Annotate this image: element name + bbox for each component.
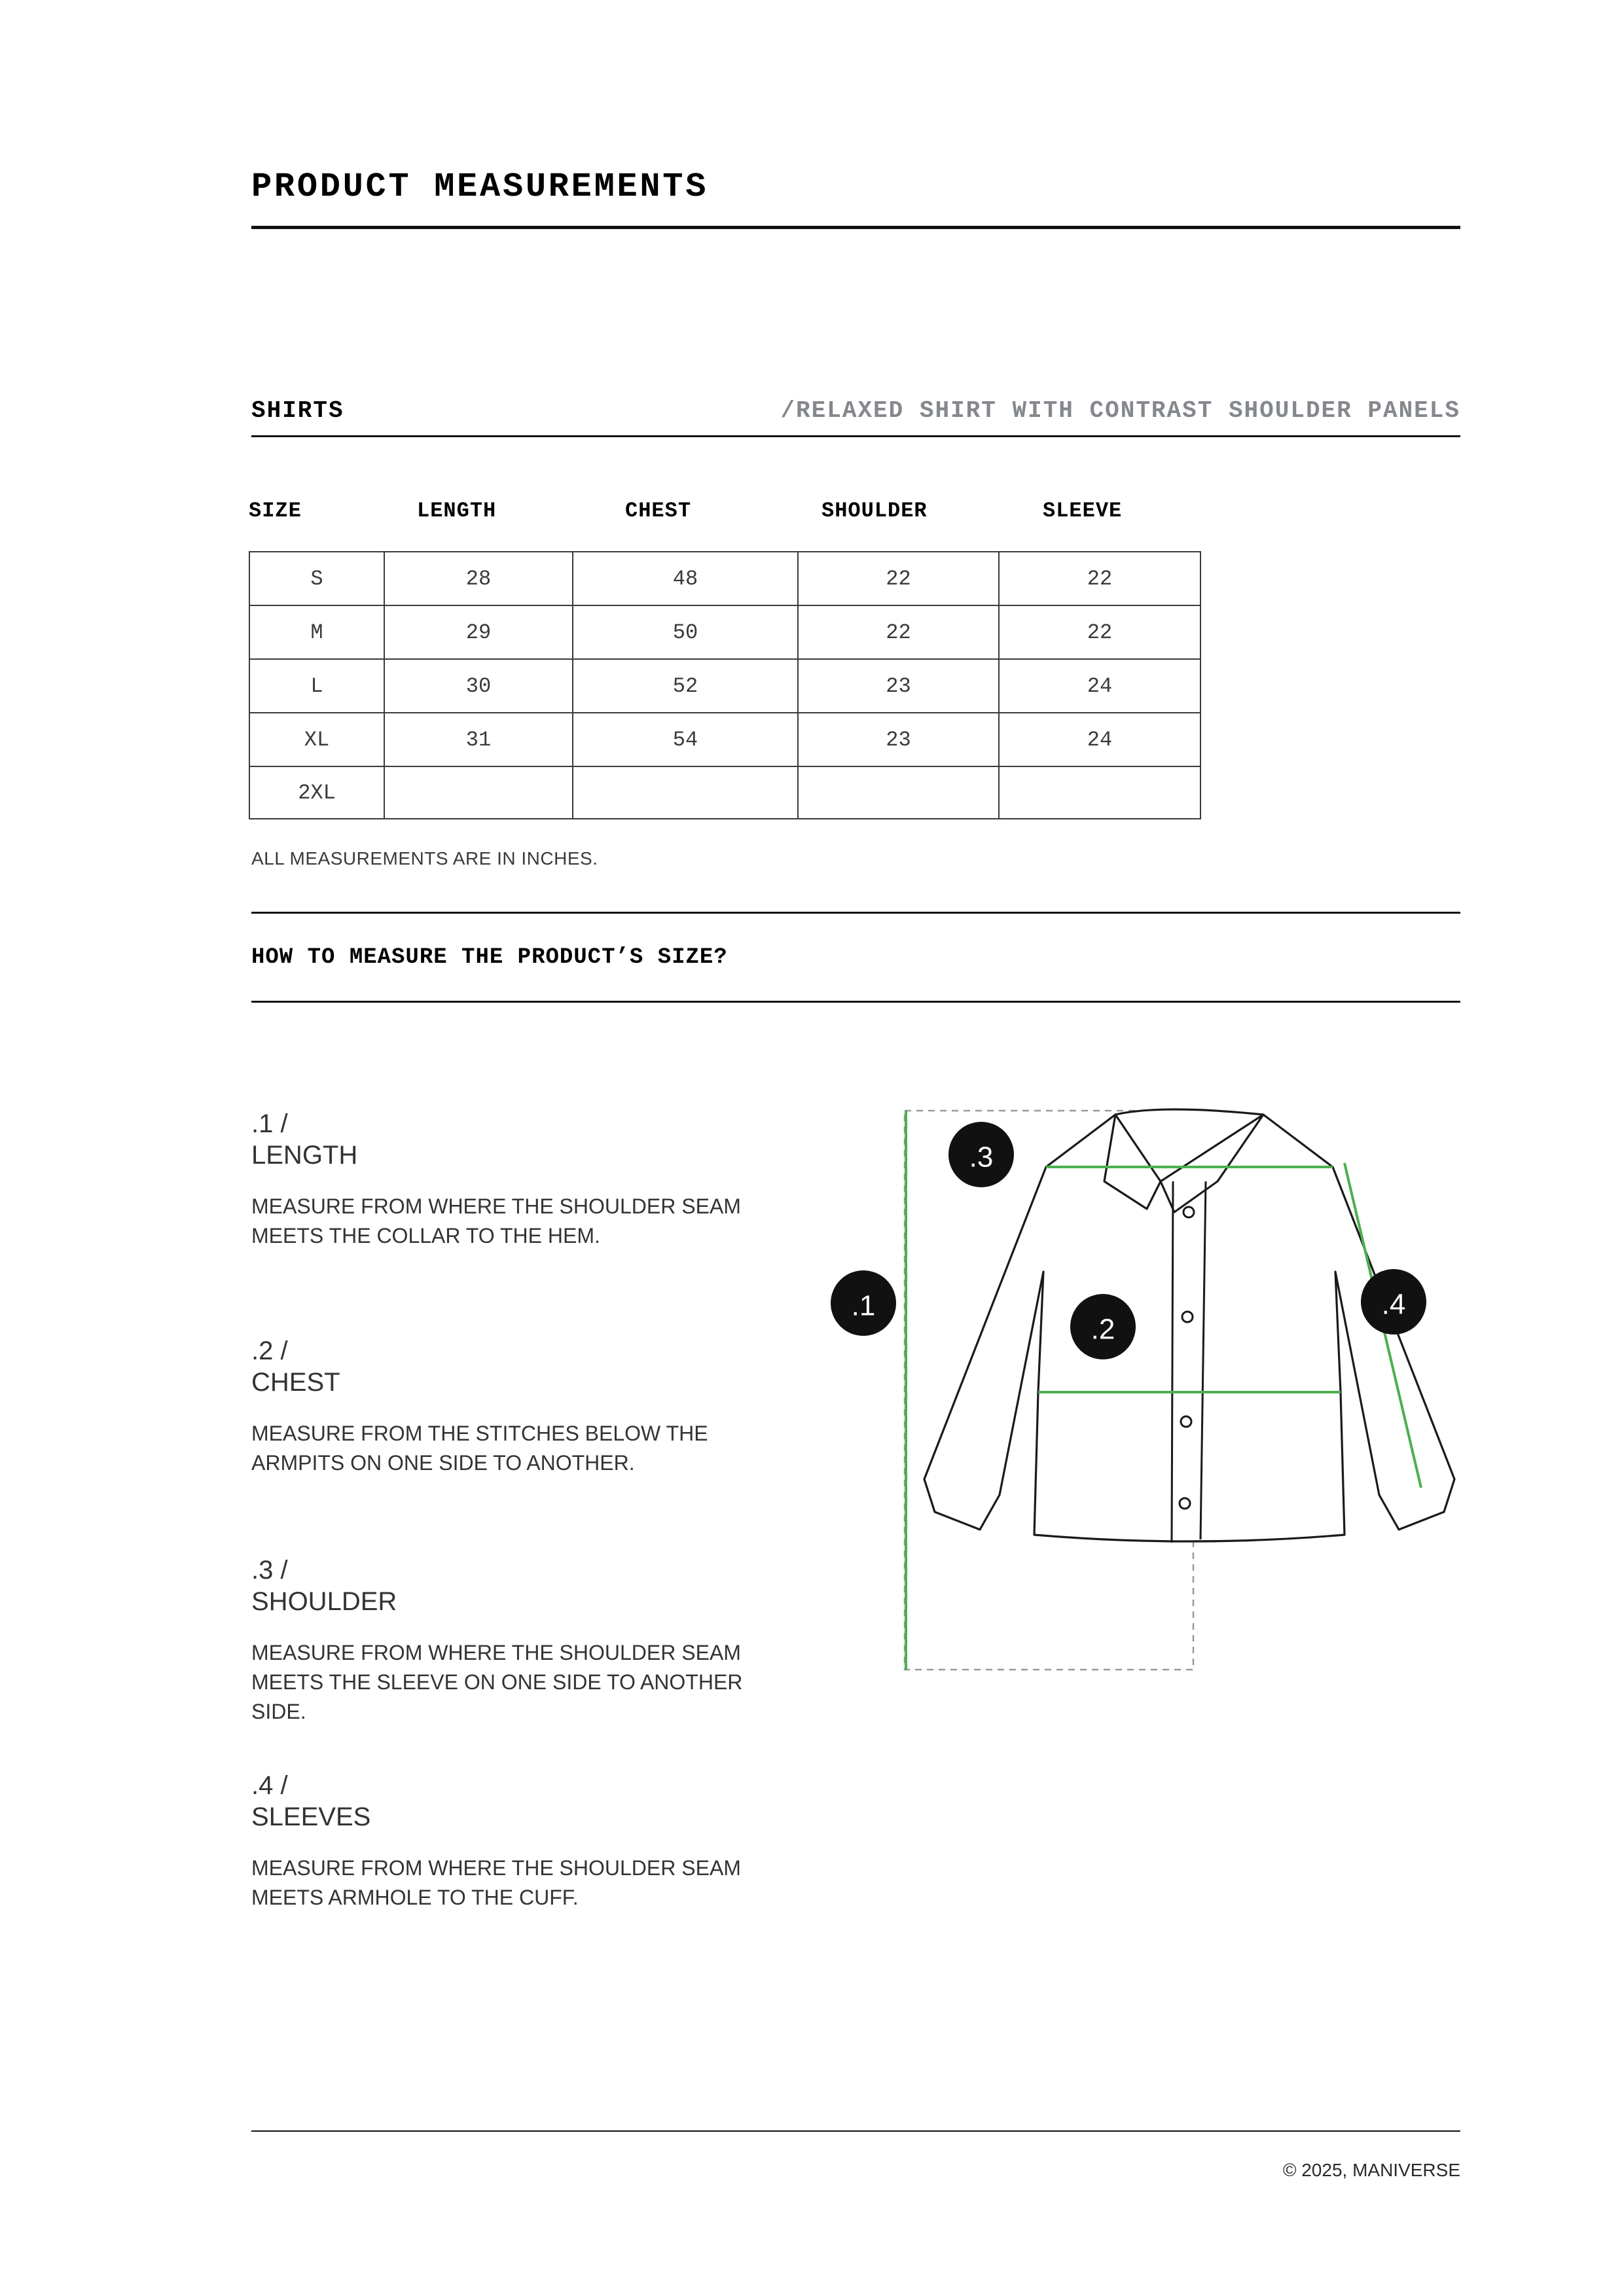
svg-text:.3: .3 bbox=[969, 1141, 994, 1174]
svg-text:.1: .1 bbox=[852, 1290, 876, 1322]
svg-text:.2: .2 bbox=[1091, 1314, 1115, 1346]
svg-text:.4: .4 bbox=[1382, 1289, 1406, 1321]
